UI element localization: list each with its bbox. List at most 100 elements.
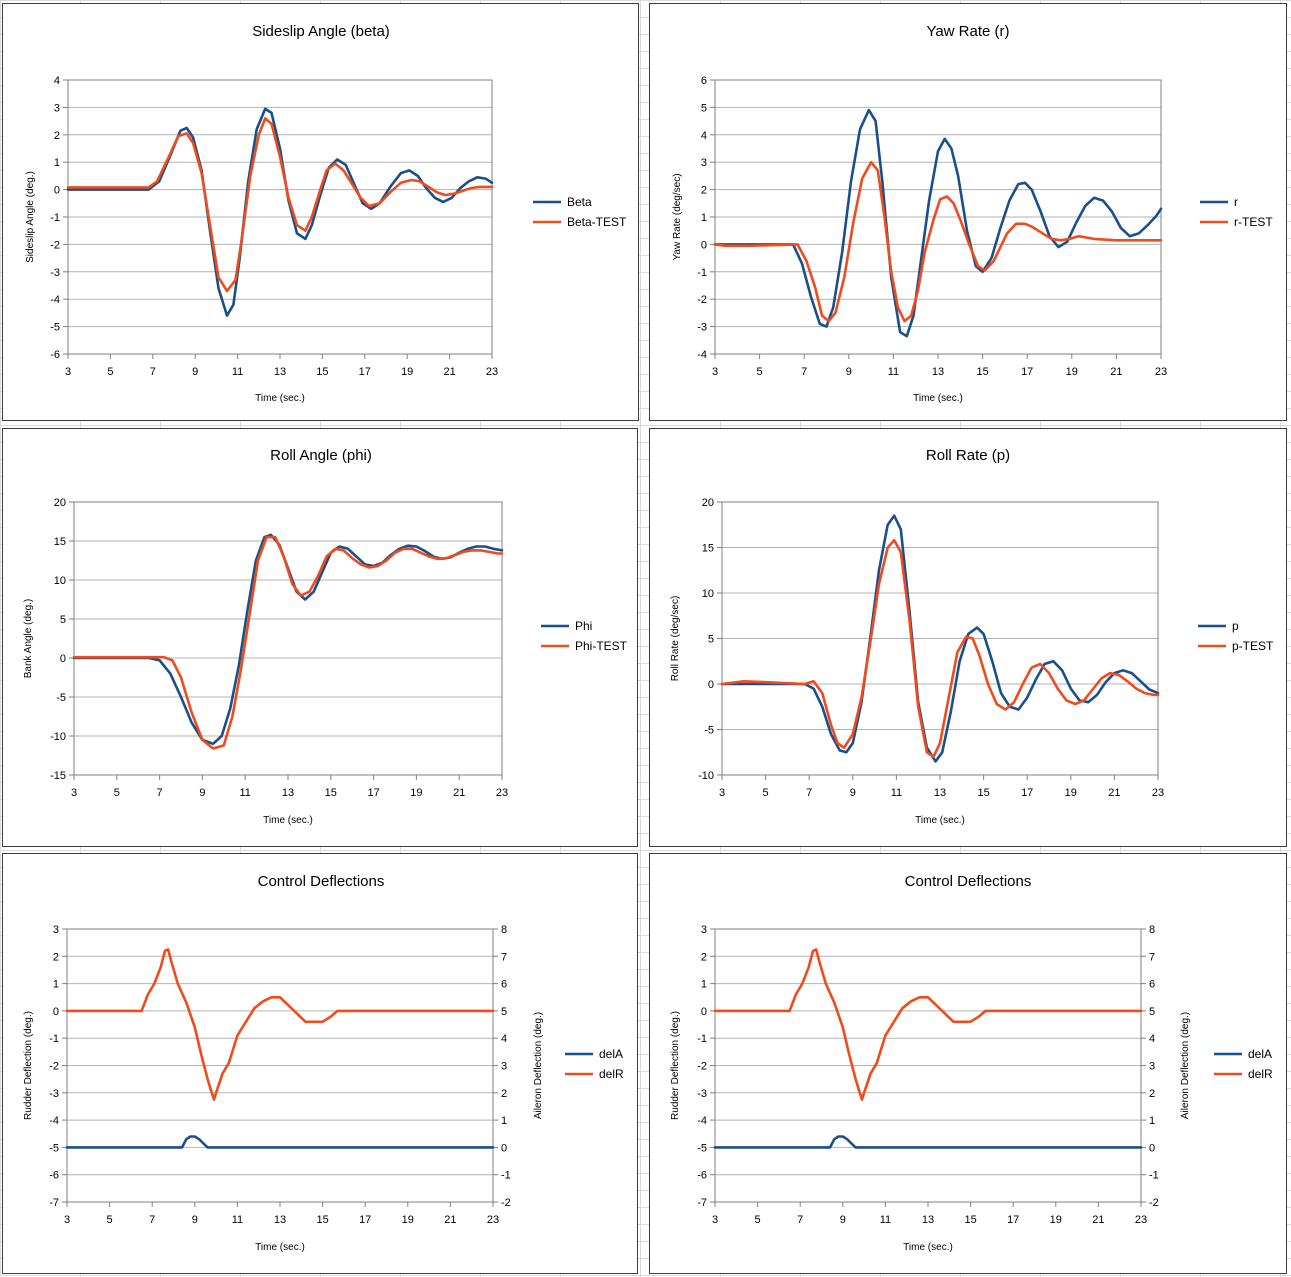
chart-phi-ylabel: Bank Angle (deg.) — [23, 599, 34, 679]
chart-beta-title: Sideslip Angle (beta) — [252, 23, 390, 40]
chart-beta-xtick-label: 9 — [192, 366, 198, 378]
chart-phi-xtick-label: 17 — [367, 787, 379, 799]
chart-ctrl2-xlabel: Time (sec.) — [903, 1242, 953, 1253]
chart-r-ytick-label: 4 — [701, 130, 707, 142]
chart-beta-xtick-label: 19 — [401, 366, 413, 378]
chart-ctrl2-ytick-label: -1 — [697, 1033, 707, 1045]
chart-ctrl2-ytick-label: -4 — [697, 1115, 707, 1127]
chart-ctrl2-y2tick-label: 6 — [1149, 979, 1155, 991]
chart-ctrl1-xtick-label: 5 — [107, 1214, 113, 1226]
chart-r-title: Yaw Rate (r) — [926, 23, 1009, 40]
chart-r-xtick-label: 13 — [932, 366, 944, 378]
chart-r-xtick-label: 21 — [1110, 366, 1122, 378]
chart-r-xtick-label: 11 — [888, 366, 899, 378]
chart-ctrl2-ytick-label: 1 — [701, 979, 707, 991]
chart-roll-angle: Roll Angle (phi) -15 -10 -5 0 5 10 15 20 3 5 7 9 11 13… — [23, 447, 628, 826]
chart-ctrl1-ytick-label: -7 — [49, 1197, 59, 1209]
chart-r-xlabel: Time (sec.) — [913, 393, 963, 404]
chart-r-xtick-label: 5 — [757, 366, 763, 378]
chart-beta-series-beta-test — [66, 117, 494, 293]
chart-ctrl2-ytick-label: -2 — [697, 1061, 707, 1073]
chart-ctrl1-ytick-label: -1 — [49, 1033, 59, 1045]
chart-phi-xtick-label: 13 — [282, 787, 294, 799]
chart-phi-ytick-label: 15 — [54, 536, 66, 548]
chart-beta-series-beta — [66, 107, 494, 317]
chart-ctrl2-plot-frame — [714, 928, 1142, 1203]
chart-r-ylabel: Yaw Rate (deg/sec) — [672, 173, 683, 260]
chart-ctrl1-xtick-label: 13 — [274, 1214, 286, 1226]
chart-r-legend-label: r-TEST — [1234, 215, 1273, 229]
chart-beta-ylabel: Sideslip Angle (deg.) — [25, 171, 36, 263]
chart-beta-xtick-label: 17 — [359, 366, 371, 378]
chart-p-legend-label: p — [1232, 619, 1239, 633]
chart-phi-ytick-label: 10 — [54, 575, 66, 587]
chart-phi-xtick-label: 9 — [199, 787, 205, 799]
chart-beta-ytick-label: 2 — [54, 130, 60, 142]
chart-p-ytick-label: 10 — [702, 588, 714, 600]
chart-ctrl1-plot-frame — [66, 928, 494, 1203]
chart-phi-ytick-label: -10 — [50, 731, 66, 743]
chart-ctrl2-y2tick-label: 4 — [1149, 1033, 1155, 1045]
chart-p-series-p-test — [720, 538, 1160, 759]
chart-ctrl1-ylabel2: Aileron Deflection (deg.) — [533, 1012, 544, 1119]
chart-phi-ytick-label: 0 — [60, 653, 66, 665]
chart-ctrl1-ytick-label: 2 — [53, 951, 59, 963]
chart-r-xtick-label: 23 — [1155, 366, 1167, 378]
chart-phi-title: Roll Angle (phi) — [270, 447, 372, 464]
chart-ctrl2-xtick-label: 9 — [840, 1214, 846, 1226]
chart-ctrl1-xtick-label: 11 — [232, 1214, 243, 1226]
chart-phi-ytick-label: 5 — [60, 614, 66, 626]
chart-beta-xtick-label: 7 — [150, 366, 156, 378]
chart-ctrl1-y2tick-label: 4 — [501, 1033, 507, 1045]
chart-r-ytick-label: 1 — [701, 212, 707, 224]
chart-r-ytick-label: 0 — [701, 239, 707, 251]
chart-p-ytick-label: -5 — [704, 725, 714, 737]
chart-ctrl2-ytick-label: -3 — [697, 1088, 707, 1100]
chart-ctrl1-y2tick-label: 6 — [501, 979, 507, 991]
chart-r-xtick-label: 19 — [1066, 366, 1078, 378]
chart-r-xtick-label: 3 — [712, 366, 718, 378]
chart-ctrl2-ytick-label: 2 — [701, 951, 707, 963]
chart-p-xtick-label: 15 — [977, 787, 989, 799]
chart-ctrl2-title: Control Deflections — [905, 873, 1032, 890]
chart-ctrl2-xtick-label: 13 — [922, 1214, 934, 1226]
chart-p-series-p — [720, 514, 1160, 763]
chart-beta-ytick-label: 3 — [54, 102, 60, 114]
chart-p-xtick-label: 21 — [1108, 787, 1120, 799]
chart-ctrl2-y2tick-label: 1 — [1149, 1115, 1155, 1127]
chart-ctrl2-y2tick-label: 7 — [1149, 951, 1155, 963]
chart-p-xtick-label: 23 — [1152, 787, 1164, 799]
chart-p-ytick-label: -10 — [698, 770, 714, 782]
chart-beta-ytick-label: 0 — [54, 185, 60, 197]
chart-ctrl1-y2tick-label: -1 — [501, 1170, 511, 1182]
chart-panel-roll-angle: Roll Angle (phi) -15 -10 -5 0 5 10 15 20 3 5 7 9 11 13… — [2, 428, 638, 847]
chart-ctrl2-xtick-label: 23 — [1135, 1214, 1147, 1226]
chart-p-xtick-label: 7 — [806, 787, 812, 799]
chart-r-ytick-label: 2 — [701, 185, 707, 197]
chart-phi-legend-label: Phi — [575, 619, 592, 633]
chart-ctrl1-xtick-label: 3 — [64, 1214, 70, 1226]
chart-ctrl2-ytick-label: 3 — [701, 924, 707, 936]
chart-ctrl1-ytick-label: 3 — [53, 924, 59, 936]
chart-ctrl1-series-dela — [65, 1135, 495, 1149]
chart-r-ytick-label: 5 — [701, 102, 707, 114]
chart-phi-ytick-label: -5 — [56, 692, 66, 704]
chart-beta-xtick-label: 5 — [107, 366, 113, 378]
chart-ctrl2-xtick-label: 21 — [1092, 1214, 1104, 1226]
chart-beta-ytick-label: -6 — [50, 349, 60, 361]
chart-phi-ytick-label: -15 — [50, 770, 66, 782]
chart-p-plot-frame — [721, 501, 1159, 776]
chart-r-legend-label: r — [1234, 195, 1238, 209]
chart-ctrl2-ytick-label: -5 — [697, 1142, 707, 1154]
chart-beta-ytick-label: -3 — [50, 267, 60, 279]
chart-ctrl2-xtick-label: 17 — [1007, 1214, 1019, 1226]
chart-phi-xtick-label: 11 — [239, 787, 250, 799]
chart-ctrl1-y2tick-label: 1 — [501, 1115, 507, 1127]
chart-control-deflections-right: Control Deflections-7-6-5-4-3-2-10123-2-… — [670, 873, 1273, 1253]
chart-p-xtick-label: 3 — [719, 787, 725, 799]
chart-r-ytick-label: -4 — [697, 349, 707, 361]
chart-ctrl1-series-delr — [65, 948, 495, 1101]
chart-phi-xtick-label: 5 — [114, 787, 120, 799]
chart-ctrl2-ytick-label: 0 — [701, 1006, 707, 1018]
